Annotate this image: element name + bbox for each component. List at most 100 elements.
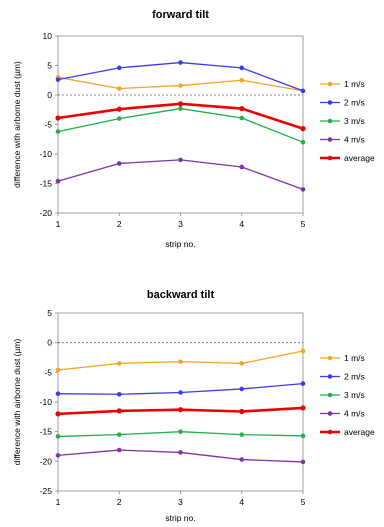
legend-label-4-m-s: 4 m/s — [344, 409, 365, 419]
data-point-4-m-s — [239, 457, 245, 462]
y-tick-label: 5 — [47, 61, 52, 71]
x-tick-label: 2 — [117, 219, 122, 229]
series-line-4-m-s — [57, 159, 304, 191]
data-point-average — [55, 115, 61, 121]
chart-title: backward tilt — [147, 289, 215, 301]
data-point-2-m-s — [178, 60, 183, 65]
data-point-3-m-s — [116, 432, 122, 437]
plot-frame — [57, 312, 304, 492]
legend-label-1-m-s: 1 m/s — [344, 353, 365, 363]
data-point-3-m-s — [55, 434, 61, 439]
y-tick-label: -20 — [40, 456, 53, 466]
data-point-2-m-s — [116, 65, 122, 71]
legend-marker-4-m-s — [327, 411, 333, 416]
x-tick-label: 4 — [239, 497, 244, 507]
data-point-3-m-s — [300, 433, 306, 439]
data-point-average — [300, 405, 306, 411]
legend-marker-2-m-s — [327, 100, 333, 105]
data-point-1-m-s — [239, 77, 245, 83]
x-tick-label: 1 — [56, 497, 61, 507]
legend-label-1-m-s: 1 m/s — [344, 79, 365, 89]
x-tick-label: 2 — [117, 497, 122, 507]
data-point-1-m-s — [178, 83, 183, 88]
legend-marker-1-m-s — [327, 355, 333, 361]
y-tick-label: 0 — [47, 90, 52, 100]
x-tick-label: 5 — [301, 497, 306, 507]
legend-label-3-m-s: 3 m/s — [344, 390, 365, 400]
y-tick-label: -10 — [40, 397, 53, 407]
legend-label-2-m-s: 2 m/s — [344, 98, 365, 108]
backward-tilt-chart: backward tilt 5 0 -5 -10 -15 -20 -251 2 3 4 5 strip … — [12, 289, 375, 523]
data-point-3-m-s — [239, 115, 245, 121]
data-point-average — [177, 101, 184, 107]
x-axis-label: strip no. — [165, 239, 195, 249]
data-point-4-m-s — [178, 157, 183, 163]
data-point-2-m-s — [300, 381, 306, 386]
legend-label-average: average — [344, 427, 375, 437]
data-point-4-m-s — [116, 161, 122, 166]
data-point-average — [177, 407, 184, 413]
data-point-1-m-s — [116, 361, 122, 366]
data-point-1-m-s — [300, 348, 306, 354]
data-point-1-m-s — [116, 86, 122, 91]
y-tick-label: 5 — [47, 308, 52, 318]
y-tick-label: -5 — [44, 120, 52, 130]
data-point-2-m-s — [55, 77, 61, 82]
y-tick-label: -25 — [40, 486, 53, 496]
data-point-2-m-s — [239, 386, 245, 392]
data-point-1-m-s — [55, 367, 61, 373]
data-point-4-m-s — [116, 447, 122, 453]
chart-title: forward tilt — [152, 9, 209, 21]
data-point-4-m-s — [300, 187, 306, 192]
data-point-average — [116, 408, 122, 414]
x-tick-label: 3 — [178, 219, 183, 229]
legend-label-2-m-s: 2 m/s — [344, 372, 365, 382]
y-axis-label: difference with airborne dust (µm) — [12, 339, 22, 466]
y-tick-label: -20 — [40, 208, 53, 218]
data-point-average — [116, 106, 122, 112]
data-point-3-m-s — [55, 129, 61, 134]
y-tick-label: -15 — [40, 427, 53, 437]
data-point-4-m-s — [239, 164, 245, 170]
x-axis-label: strip no. — [165, 513, 195, 523]
x-tick-label: 5 — [301, 219, 306, 229]
data-point-2-m-s — [178, 390, 183, 395]
data-point-2-m-s — [300, 88, 306, 94]
x-tick-label: 1 — [56, 219, 61, 229]
data-point-1-m-s — [178, 359, 183, 364]
data-point-3-m-s — [300, 139, 306, 145]
data-point-average — [55, 411, 61, 417]
legend-marker-average — [327, 429, 333, 435]
legend-label-average: average — [344, 153, 375, 163]
legend-marker-2-m-s — [327, 374, 333, 379]
legend-label-4-m-s: 4 m/s — [344, 135, 365, 145]
y-axis-label: difference with airborne dust (µm) — [12, 61, 22, 188]
x-tick-label: 3 — [178, 497, 183, 507]
legend-marker-3-m-s — [327, 392, 333, 398]
data-point-average — [239, 408, 245, 415]
data-point-2-m-s — [55, 391, 61, 396]
y-tick-label: -15 — [40, 179, 53, 189]
data-point-4-m-s — [178, 450, 183, 455]
legend-label-3-m-s: 3 m/s — [344, 116, 365, 126]
data-point-2-m-s — [116, 391, 122, 397]
data-point-4-m-s — [300, 459, 306, 465]
data-point-1-m-s — [239, 361, 245, 366]
forward-tilt-chart: forward tilt 10 5 0 -5 -10 -15 -201 2 3 4 5 strip no… — [12, 9, 375, 249]
x-tick-label: 4 — [239, 219, 244, 229]
legend-marker-3-m-s — [327, 118, 333, 124]
data-point-3-m-s — [116, 116, 122, 121]
data-point-4-m-s — [55, 453, 61, 458]
data-point-4-m-s — [55, 178, 61, 184]
data-point-2-m-s — [239, 65, 245, 71]
data-point-average — [239, 105, 245, 112]
data-point-average — [300, 126, 306, 132]
legend-marker-average — [327, 155, 333, 161]
data-point-3-m-s — [239, 432, 245, 437]
legend-marker-1-m-s — [327, 81, 333, 87]
y-tick-label: -10 — [40, 149, 53, 159]
legend-marker-4-m-s — [327, 137, 333, 142]
y-tick-label: -5 — [44, 367, 52, 377]
y-tick-label: 0 — [47, 338, 52, 348]
